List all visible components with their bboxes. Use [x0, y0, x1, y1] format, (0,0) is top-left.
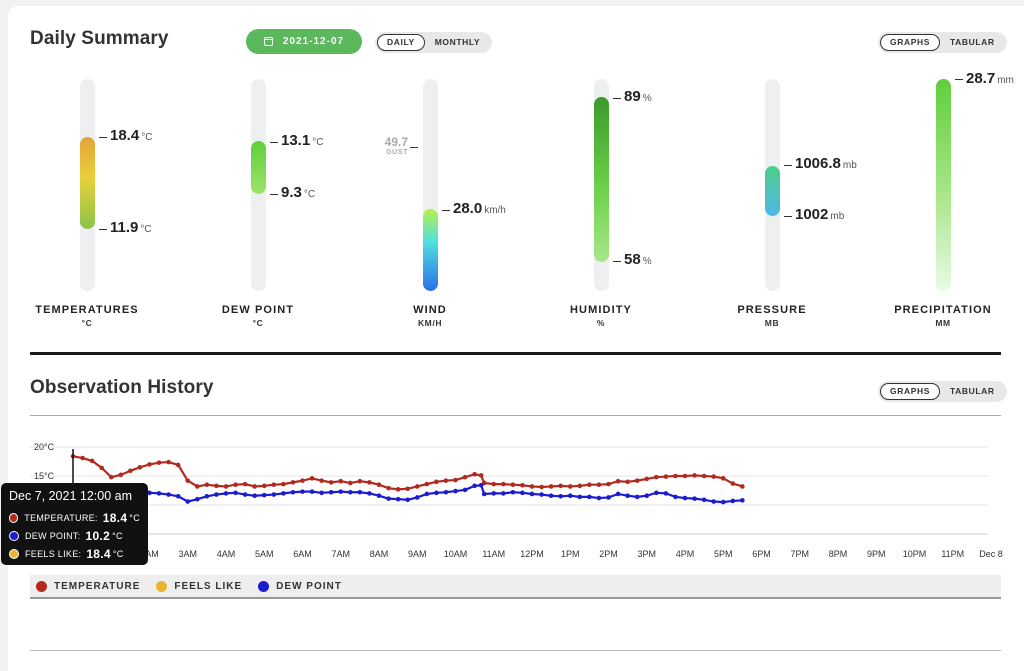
tooltip-row-temperature: TEMPERATURE: 18.4 °C: [9, 511, 140, 525]
metric-label-temperatures: TEMPERATURES: [35, 304, 139, 316]
legend-label: FEELS LIKE: [174, 580, 243, 592]
temperature-range-bar: [80, 79, 95, 291]
tick: [955, 79, 963, 81]
legend-temperature[interactable]: TEMPERATURE: [36, 580, 141, 592]
chart-legend: TEMPERATURE FEELS LIKE DEW POINT: [30, 575, 1001, 599]
tooltip-label: FEELS LIKE:: [25, 549, 82, 559]
tick: [784, 165, 792, 167]
tick: [99, 229, 107, 231]
tooltip-dot: [9, 531, 19, 541]
history-view-toggle: GRAPHS TABULAR: [878, 381, 1007, 402]
metric-unit-wind: KM/H: [417, 318, 443, 328]
metric-label-pressure: PRESSURE: [737, 304, 807, 316]
wind-speed: 28.0 km/h: [453, 200, 506, 217]
tooltip-unit: °C: [112, 549, 124, 559]
tooltip-title: Dec 7, 2021 12:00 am: [9, 489, 132, 503]
dew-point-range-fill: [251, 141, 266, 194]
tick: [613, 261, 621, 263]
precipitation-bar: [936, 79, 951, 291]
toggle-daily[interactable]: DAILY: [377, 34, 425, 51]
period-toggle: DAILY MONTHLY: [375, 32, 493, 53]
humidity-range-fill: [594, 97, 609, 262]
toggle-monthly[interactable]: MONTHLY: [434, 37, 481, 47]
main-card: [8, 6, 1024, 671]
history-toggle-tabular[interactable]: TABULAR: [949, 386, 995, 396]
metric-label-wind: WIND: [413, 304, 447, 316]
metric-unit-temperatures: °C: [81, 318, 93, 328]
tick: [99, 137, 107, 139]
temperature-range-fill: [80, 137, 95, 229]
metric-label-humidity: HUMIDITY: [570, 304, 632, 316]
tooltip-unit: °C: [112, 531, 123, 541]
tick: [784, 216, 792, 218]
pressure-low: 1002 mb: [795, 206, 845, 223]
tooltip-dot: [9, 549, 19, 559]
daily-view-toggle: GRAPHS TABULAR: [878, 32, 1007, 53]
humidity-high: 89%: [624, 88, 652, 105]
footer-rule: [30, 650, 1001, 651]
tick: [613, 98, 621, 100]
dew-point-range-bar: [251, 79, 266, 291]
tooltip-value: 18.4: [102, 511, 128, 525]
pressure-range-fill: [765, 166, 780, 216]
history-toggle-graphs[interactable]: GRAPHS: [880, 383, 940, 400]
humidity-range-bar: [594, 79, 609, 291]
legend-dew-point[interactable]: DEW POINT: [258, 580, 342, 592]
observation-history-title: Observation History: [30, 377, 214, 398]
metric-label-precipitation: PRECIPITATION: [894, 304, 992, 316]
temperature-high: 18.4 °C: [110, 127, 153, 144]
dew-point-high: 13.1 °C: [281, 132, 324, 149]
calendar-icon: [263, 37, 273, 46]
legend-label: DEW POINT: [276, 580, 342, 592]
temperature-low: 11.9 °C: [110, 219, 152, 236]
wind-gust-value: 49.7: [384, 135, 408, 149]
tooltip-row-feels-like: FEELS LIKE: 18.4 °C: [9, 547, 140, 561]
tick: [442, 210, 450, 212]
wind-bar: [423, 79, 438, 291]
metric-label-dew-point: DEW POINT: [221, 304, 295, 316]
legend-feels-like[interactable]: FEELS LIKE: [156, 580, 243, 592]
toggle-graphs[interactable]: GRAPHS: [880, 34, 940, 51]
precipitation-value: 28.7 mm: [966, 70, 1014, 87]
legend-dot-feels-like: [156, 580, 168, 592]
legend-label: TEMPERATURE: [54, 580, 141, 592]
tick: [270, 194, 278, 196]
tooltip-dot: [9, 513, 19, 523]
metric-unit-pressure: MB: [764, 318, 780, 328]
tooltip-label: DEW POINT:: [25, 531, 81, 541]
tooltip-row-dew-point: DEW POINT: 10.2 °C: [9, 529, 140, 543]
legend-dot-temperature: [36, 580, 47, 592]
tick: [410, 147, 418, 149]
precipitation-fill: [936, 79, 951, 291]
metric-unit-dew-point: °C: [252, 318, 264, 328]
daily-summary-title: Daily Summary: [30, 28, 169, 49]
legend-dot-dew-point: [258, 580, 270, 592]
date-value: 2021-12-07: [282, 36, 345, 47]
toggle-tabular[interactable]: TABULAR: [949, 37, 995, 47]
metric-unit-humidity: %: [596, 318, 606, 328]
history-header-rule: [30, 415, 1001, 416]
metric-unit-precipitation: MM: [935, 318, 951, 328]
pressure-high: 1006.8 mb: [795, 155, 857, 172]
chart-tooltip: Dec 7, 2021 12:00 am TEMPERATURE: 18.4 °C …: [1, 483, 148, 565]
section-divider: [30, 352, 1001, 355]
wind-gust-label: GUST: [386, 149, 408, 156]
tooltip-value: 10.2: [85, 529, 111, 543]
tick: [270, 142, 278, 144]
wind-fill: [423, 209, 438, 291]
tooltip-value: 18.4: [86, 547, 111, 561]
date-picker-button[interactable]: 2021-12-07: [246, 29, 362, 54]
dew-point-low: 9.3 °C: [281, 184, 316, 201]
humidity-low: 58%: [624, 251, 652, 268]
pressure-range-bar: [765, 79, 780, 291]
tooltip-label: TEMPERATURE:: [24, 513, 98, 523]
tooltip-unit: °C: [129, 513, 140, 523]
